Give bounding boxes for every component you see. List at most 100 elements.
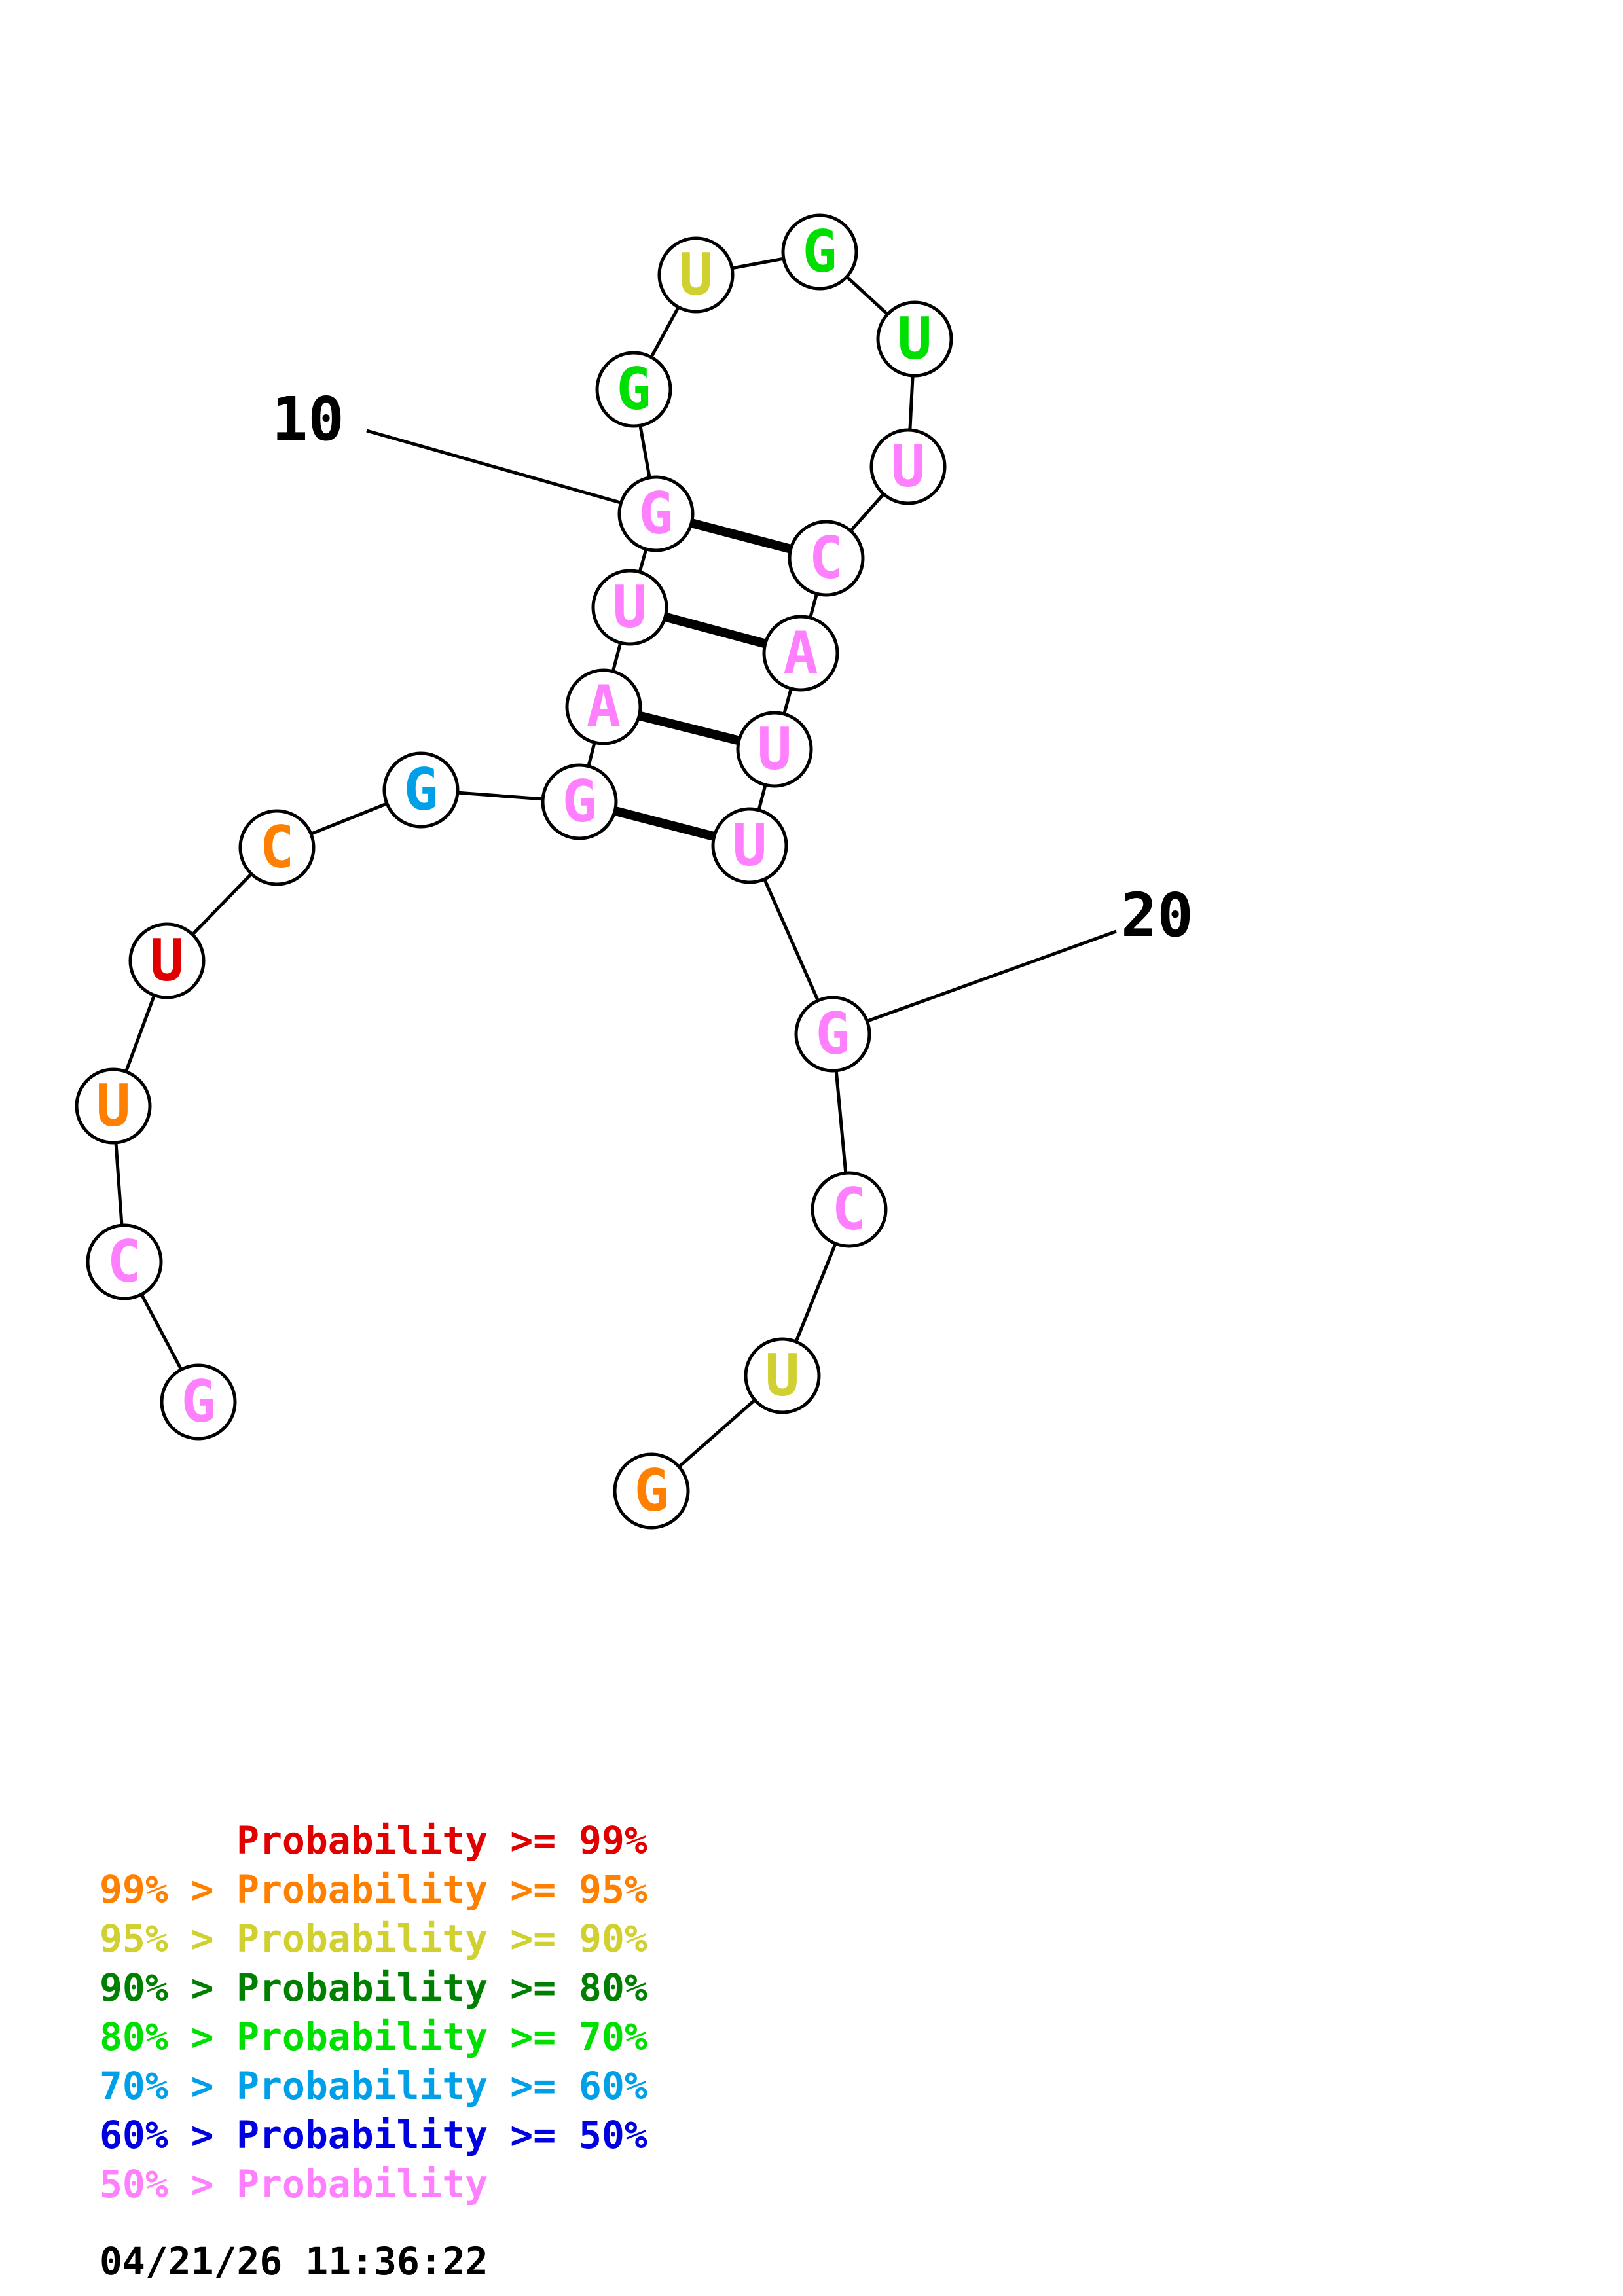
nucleotide-circle [613,1452,690,1530]
nucleotide-circle [595,351,672,428]
nucleotide-circle [876,300,953,378]
nucleotide-base: G [639,480,674,547]
nucleotide: U [869,428,947,505]
nucleotide-circle [86,1223,163,1300]
legend-label: Probability [236,2113,488,2157]
nucleotide-circle [869,428,947,505]
nucleotide-base: C [809,524,844,592]
nucleotide: G [781,213,858,291]
nucleotide-circle [711,807,788,884]
nucleotide: U [75,1067,152,1145]
probability-legend: Probability >= 99%99% > Probability >= 95%9… [100,1818,647,2206]
nucleotide-circle [160,1363,237,1441]
nucleotide: A [762,615,839,692]
nucleotide: G [794,996,871,1073]
nucleotide-circle [382,751,460,829]
timestamp: 04/21/26 11:36:22 [100,2239,488,2284]
nucleotide-base: U [765,1342,800,1409]
nucleotide: C [238,809,316,886]
legend-prefix: 95% > [100,1916,214,1961]
nucleotide-circle [75,1067,152,1145]
nucleotide-circle [744,1337,821,1414]
legend-suffix: >= 80% [510,1965,647,2010]
legend-row: 70% > Probability >= 60% [100,2064,647,2108]
legend-row: 60% > Probability >= 50% [100,2113,647,2157]
nucleotide-base: U [733,812,767,879]
nucleotide: C [86,1223,163,1300]
nucleotide: C [788,520,865,597]
nucleotide-base: C [832,1175,867,1243]
nucleotide-base: G [803,218,837,285]
nucleotide-circle [788,520,865,597]
legend-suffix: >= 50% [510,2113,647,2157]
nucleotide-base: A [784,619,818,687]
nucleotide-circle [617,475,695,552]
legend-row: 99% > Probability >= 95% [100,1867,647,1912]
legend-prefix: 60% > [100,2113,214,2157]
nucleotide-circle [781,213,858,291]
nucleotide-base: G [634,1457,669,1524]
nucleotide: G [617,475,695,552]
position-label-layer: 10 20 [272,384,1194,1023]
nucleotide-base: U [891,433,926,500]
nucleotide: U [128,922,206,999]
nucleotide: U [657,236,735,314]
nucleotide-base: U [613,573,647,641]
nucleotide-circle [591,569,668,646]
nucleotide-base: U [150,927,185,994]
nucleotide-circle [657,236,735,314]
nucleotide-circle [238,809,316,886]
nucleotide: U [744,1337,821,1414]
legend-label: Probability [236,2064,488,2108]
legend-row: 95% > Probability >= 90% [100,1916,647,1961]
legend-prefix: 80% > [100,2015,214,2059]
nucleotide-base: C [107,1228,142,1295]
nucleotide: G [541,763,618,840]
legend-suffix: >= 60% [510,2064,647,2108]
nucleotide-base: G [181,1368,216,1435]
legend-label: Probability [236,2015,488,2059]
nucleotide-base: G [816,1000,850,1067]
nucleotide: U [736,711,813,788]
legend-row: 80% > Probability >= 70% [100,2015,647,2059]
legend-label: Probability [236,1867,488,1912]
backbone-layer [111,250,917,1492]
legend-row: 50% > Probability [100,2162,488,2206]
position-label: 20 [1121,880,1194,950]
nucleotide: G [160,1363,237,1441]
nucleotide-circle [565,668,642,745]
nucleotide-base: U [679,241,714,308]
legend-suffix: >= 90% [510,1916,647,1961]
legend-label: Probability [236,1965,488,2010]
nucleotide: U [876,300,953,378]
nucleotide-base: G [404,756,439,823]
nucleotide-base: G [617,355,651,423]
nucleotide: G [382,751,460,829]
legend-suffix: >= 70% [510,2015,647,2059]
legend-row: 90% > Probability >= 80% [100,1965,647,2010]
nucleotide-circle [541,763,618,840]
legend-prefix: 50% > [100,2162,214,2206]
nucleotide: A [565,668,642,745]
nucleotide-base: U [757,715,792,783]
legend-suffix: >= 99% [510,1818,647,1863]
legend-row: Probability >= 99% [236,1818,647,1863]
nucleotide-base: G [562,768,597,835]
nucleotide-base: C [260,814,295,881]
legend-label: Probability [236,2162,488,2206]
position-label-leader [366,429,626,506]
nucleotide-circle [736,711,813,788]
legend-prefix: 99% > [100,1867,214,1912]
nucleotide: G [595,351,672,428]
nucleotide: G [613,1452,690,1530]
nucleotide-circle [811,1171,888,1248]
nucleotide-base: A [587,673,621,740]
legend-label: Probability [236,1818,488,1863]
nucleotide-circle [128,922,206,999]
nucleotide: U [711,807,788,884]
position-label-leader [867,929,1117,1023]
position-label: 10 [272,384,344,454]
nucleotide-circle [794,996,871,1073]
